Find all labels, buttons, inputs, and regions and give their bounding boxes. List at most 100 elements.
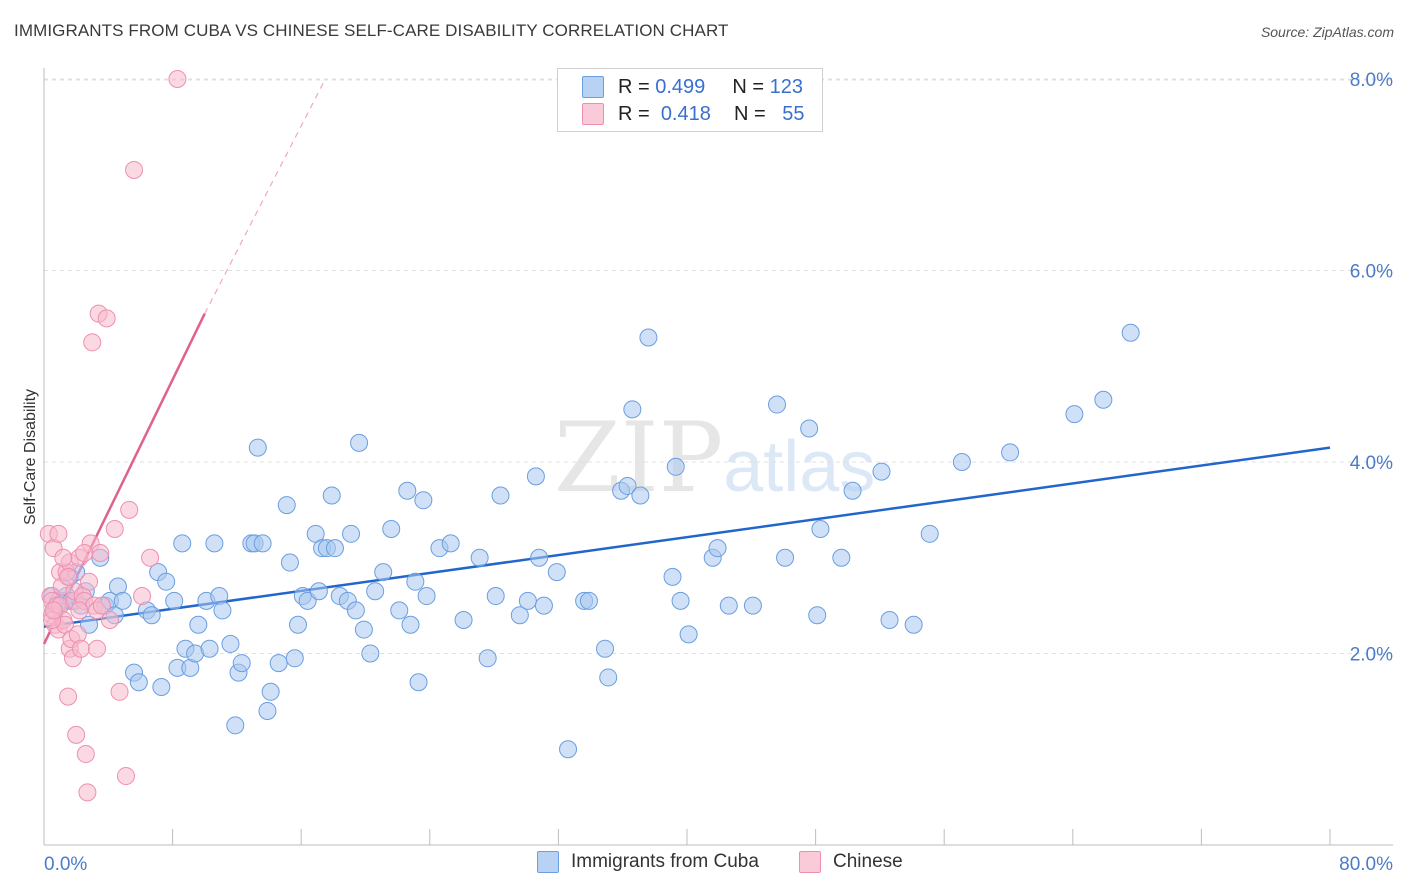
point-cuba-33 [200,639,219,658]
point-cuba-116 [880,610,899,629]
series-legend-cuba[interactable]: Immigrants from Cuba [537,851,759,873]
trendline-chinese-extension [204,78,326,314]
point-cuba-55 [309,582,328,601]
point-chinese-28 [78,783,97,802]
point-chinese-46 [141,548,160,567]
point-cuba-99 [639,328,658,347]
point-cuba-107 [743,596,762,615]
chart-title: IMMIGRANTS FROM CUBA VS CHINESE SELF-CAR… [14,21,729,40]
y-tick-labels: 2.0% 4.0% 6.0% 8.0% [1350,70,1393,666]
point-chinese-21 [67,725,86,744]
point-cuba-68 [374,563,393,582]
point-chinese-40 [105,520,124,539]
point-cuba-117 [904,615,923,634]
point-cuba-21 [142,606,161,625]
point-cuba-110 [800,419,819,438]
point-cuba-37 [221,634,240,653]
point-cuba-63 [346,601,365,620]
point-cuba-51 [288,615,307,634]
point-cuba-70 [390,601,409,620]
point-cuba-45 [258,701,277,720]
point-cuba-66 [361,644,380,663]
point-cuba-106 [719,596,738,615]
y-tick-label-0: 2.0% [1350,645,1393,666]
point-cuba-105 [708,539,727,558]
point-cuba-78 [441,534,460,553]
series-legend-label-chinese: Chinese [833,851,903,872]
legend-n-label: N = [733,102,766,125]
point-chinese-27 [76,745,95,764]
point-cuba-67 [366,582,385,601]
point-cuba-87 [530,548,549,567]
point-cuba-96 [618,476,637,495]
point-cuba-75 [414,491,433,510]
point-cuba-49 [280,553,299,572]
point-cuba-79 [454,610,473,629]
point-cuba-25 [165,591,184,610]
legend-row-chinese: R = 0.418 N = 55 [582,102,805,126]
point-cuba-115 [872,462,891,481]
point-chinese-54 [75,543,94,562]
x-tick-label-max: 80.0% [1339,854,1393,875]
point-cuba-64 [350,433,369,452]
point-cuba-73 [406,572,425,591]
legend-row-cuba: R = 0.499 N = 123 [582,75,803,99]
point-chinese-24 [71,639,90,658]
point-chinese-29 [80,572,99,591]
series-legend-chinese[interactable]: Chinese [799,851,903,873]
point-cuba-69 [382,520,401,539]
point-cuba-86 [526,467,545,486]
point-cuba-118 [920,524,939,543]
point-chinese-44 [125,160,144,179]
point-cuba-80 [470,548,489,567]
series-legend-label-cuba: Immigrants from Cuba [571,851,759,872]
point-cuba-111 [808,606,827,625]
point-chinese-52 [59,567,78,586]
point-chinese-41 [110,682,129,701]
legend-swatch-chinese [582,103,604,125]
point-cuba-113 [832,548,851,567]
source-label: Source: ZipAtlas.com [1260,24,1394,40]
point-cuba-44 [253,534,272,553]
point-chinese-51 [54,548,73,567]
point-cuba-62 [342,524,361,543]
point-cuba-74 [409,673,428,692]
point-cuba-23 [152,678,171,697]
legend-r-value-chinese: 0.418 [660,102,711,125]
point-chinese-33 [88,639,107,658]
point-chinese-31 [83,333,102,352]
axes [43,68,1393,846]
point-cuba-119 [952,453,971,471]
stats-legend: R = 0.499 N = 123 R = 0.418 N = 55 [557,68,823,132]
point-cuba-89 [547,563,566,582]
point-cuba-123 [1121,323,1140,342]
x-tick-label-min: 0.0% [44,854,87,875]
point-cuba-90 [559,740,578,759]
point-chinese-49 [44,601,63,620]
y-tick-label-2: 6.0% [1350,262,1393,283]
y-tick-label-1: 4.0% [1350,453,1393,474]
point-cuba-71 [398,481,417,500]
trendline-cuba [43,446,1331,628]
point-cuba-76 [417,587,436,606]
point-cuba-36 [213,601,232,620]
point-cuba-121 [1065,405,1084,424]
point-cuba-48 [277,496,296,515]
point-cuba-112 [811,520,830,539]
point-cuba-97 [623,400,642,419]
trend-lines [42,78,1331,645]
point-chinese-37 [92,596,111,615]
point-cuba-72 [401,615,420,634]
point-chinese-47 [168,70,187,88]
point-cuba-122 [1094,390,1113,409]
legend-swatch-cuba [582,76,604,98]
point-cuba-83 [491,486,510,505]
point-cuba-34 [205,534,224,553]
point-cuba-103 [679,625,698,644]
point-chinese-45 [133,587,152,606]
point-cuba-120 [1001,443,1020,462]
point-chinese-42 [116,767,135,786]
point-cuba-84 [510,606,529,625]
gridlines [44,78,1393,654]
